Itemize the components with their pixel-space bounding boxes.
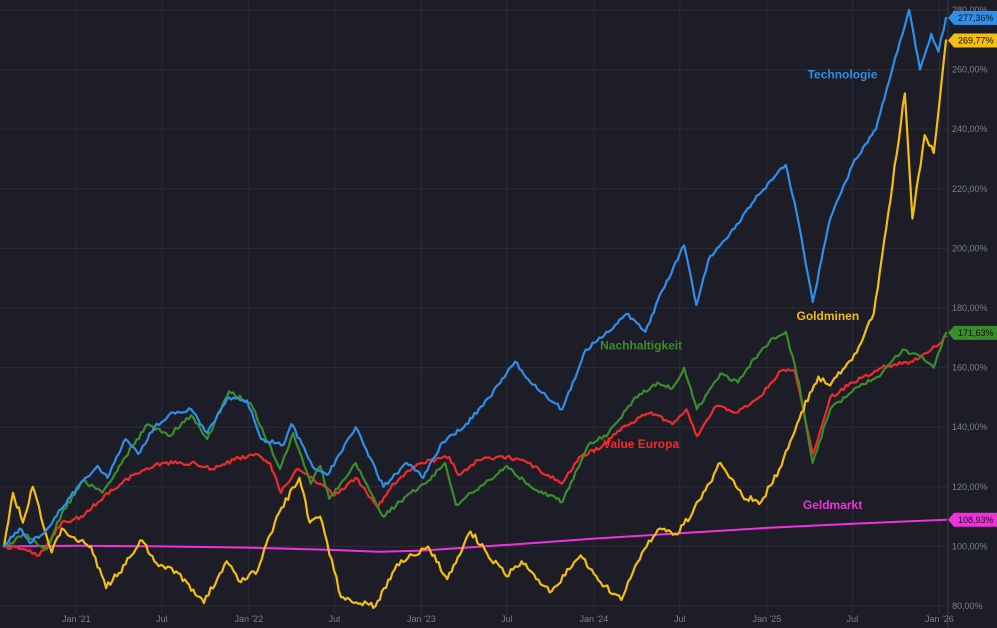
x-axis: Jan '21 Jul Jan '22 Jul Jan '23 Jul Jan '24 Jul…: [62, 614, 954, 624]
y-tick-label: 220,00%: [952, 184, 988, 194]
last-value-badges: 108,93% 171,63% 269,77% 277,36%: [948, 10, 997, 527]
x-tick-label: Jan '25: [752, 614, 781, 624]
series-line-technologie: [2, 8, 948, 548]
badge-nachhaltigkeit: 171,63%: [948, 325, 997, 340]
x-tick-label: Jul: [156, 614, 168, 624]
y-tick-label: 120,00%: [952, 482, 988, 492]
series-label-geldmarkt: Geldmarkt: [803, 498, 862, 512]
badge-goldminen: 269,77%: [948, 33, 997, 48]
x-tick-label: Jan '24: [579, 614, 608, 624]
badge-label: 277,36%: [958, 13, 994, 23]
x-tick-label: Jul: [847, 614, 859, 624]
x-tick-label: Jan '23: [407, 614, 436, 624]
x-tick-label: Jul: [329, 614, 341, 624]
y-tick-label: 200,00%: [952, 243, 988, 253]
series-label-goldminen: Goldminen: [797, 309, 860, 323]
badge-shape: [948, 10, 997, 25]
badge-technologie: 277,36%: [948, 10, 997, 25]
y-tick-label: 80,00%: [952, 601, 983, 611]
x-tick-label: Jan '22: [234, 614, 263, 624]
x-tick-label: Jul: [501, 614, 513, 624]
x-tick-label: Jan '26: [925, 614, 954, 624]
y-tick-label: 180,00%: [952, 303, 988, 313]
series-line-goldminen: [2, 39, 948, 609]
y-tick-label: 160,00%: [952, 363, 988, 373]
series-label-technologie: Technologie: [808, 68, 878, 82]
series-line-nachhaltigkeit: [2, 330, 948, 551]
y-tick-label: 240,00%: [952, 124, 988, 134]
y-tick-label: 260,00%: [952, 65, 988, 75]
badge-geldmarkt: 108,93%: [948, 512, 997, 527]
y-tick-label: 140,00%: [952, 422, 988, 432]
badge-shape: [948, 512, 997, 527]
series-label-value-europa: Value Europa: [603, 437, 679, 451]
badge-shape: [948, 33, 997, 48]
badge-label: 269,77%: [958, 35, 994, 45]
x-tick-label: Jul: [674, 614, 686, 624]
series-lines: [2, 8, 948, 609]
series-annotations: Technologie Goldminen Nachhaltigkeit Value …: [600, 68, 878, 513]
badge-shape: [948, 325, 997, 340]
badge-label: 171,63%: [958, 328, 994, 338]
badge-label: 108,93%: [958, 515, 994, 525]
series-label-nachhaltigkeit: Nachhaltigkeit: [600, 339, 682, 353]
y-axis: 80,00% 100,00% 120,00% 140,00% 160,00% 180,00…: [947, 0, 988, 628]
series-line-value-europa: [2, 335, 948, 557]
y-tick-label: 280,00%: [952, 5, 988, 15]
x-tick-label: Jan '21: [62, 614, 91, 624]
y-tick-label: 100,00%: [952, 541, 988, 551]
grid: [0, 0, 948, 614]
